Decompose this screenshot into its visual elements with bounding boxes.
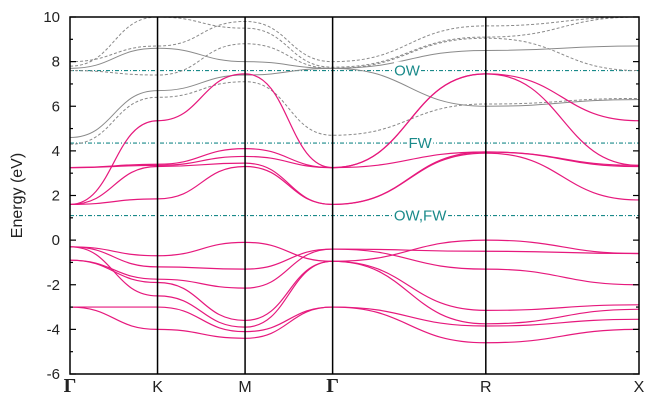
y-axis-title: Energy (eV) — [9, 153, 26, 238]
grey-band-5 — [70, 17, 639, 63]
level-label-bg-1 — [407, 134, 434, 152]
kpoint-label-0: Γ — [64, 375, 77, 397]
level-label-2: OW,FW — [394, 208, 447, 225]
grey-band-3 — [70, 45, 639, 69]
defect-levels — [70, 70, 639, 217]
axes — [69, 16, 640, 375]
y-tick-label: 0 — [52, 232, 60, 249]
y-tick-label: -6 — [47, 366, 60, 383]
kpoint-label-4: R — [480, 379, 492, 396]
y-tick-label: -2 — [47, 277, 60, 294]
grey-band-0 — [70, 81, 639, 145]
band-0 — [70, 306, 639, 344]
plot-area — [70, 17, 639, 374]
kpoint-label-2: M — [238, 379, 251, 396]
band-2 — [70, 246, 639, 328]
kpoint-label-5: X — [634, 379, 645, 396]
y-tick-label: 4 — [52, 143, 60, 160]
grey-band-1 — [70, 67, 639, 138]
y-tick-label: 6 — [52, 98, 60, 115]
y-tick-label: 10 — [43, 9, 60, 26]
level-label-bg-0 — [394, 61, 421, 79]
kpoint-label-1: K — [152, 379, 163, 396]
level-label-1: FW — [408, 135, 432, 152]
kpoint-label-3: Γ — [326, 375, 339, 397]
level-label-0: OW — [394, 63, 421, 80]
level-label-bg-2 — [393, 206, 447, 224]
band-4 — [70, 248, 639, 289]
y-tick-label: 8 — [52, 54, 60, 71]
plot-background — [70, 17, 639, 374]
band-5 — [70, 246, 639, 270]
y-tick-label: -4 — [47, 321, 60, 338]
band-11 — [70, 73, 639, 206]
y-tick-label: 2 — [52, 188, 60, 205]
